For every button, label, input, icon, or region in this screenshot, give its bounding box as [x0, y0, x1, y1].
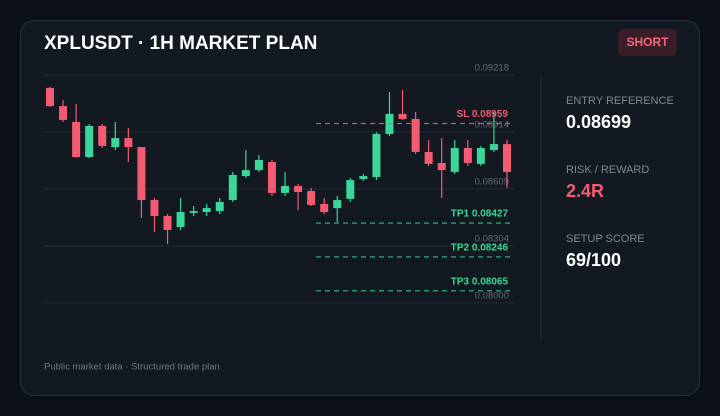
candle-body: [359, 176, 368, 180]
candle-body: [254, 159, 263, 171]
y-tick-label: 0.09218: [475, 63, 509, 74]
candle-body: [176, 212, 185, 227]
candle-body: [228, 174, 237, 201]
candle-body: [241, 170, 250, 177]
level-label: TP2 0.08246: [451, 243, 509, 254]
stat-label: RISK / REWARD: [566, 164, 649, 176]
level-label: TP3 0.08065: [451, 276, 509, 287]
candle-body: [215, 201, 224, 212]
candle-body: [46, 87, 54, 107]
candle-body: [98, 125, 107, 146]
candle-body: [150, 200, 159, 216]
candle-body: [189, 211, 198, 213]
y-tick-label: 0.08000: [475, 291, 509, 302]
stat-value: 2.4R: [566, 181, 604, 201]
y-tick-label: 0.08609: [475, 177, 509, 188]
candle-body: [450, 148, 459, 172]
candle-body: [294, 186, 303, 192]
candle-body: [398, 113, 407, 119]
candle-body: [372, 133, 381, 178]
level-label: TP1 0.08427: [451, 209, 509, 220]
candle-body: [281, 186, 290, 193]
candle-body: [437, 162, 446, 171]
y-tick-label: 0.08304: [475, 234, 509, 245]
y-tick-label: 0.08914: [475, 119, 509, 130]
stat-value: 0.08699: [566, 112, 631, 132]
candle-body: [333, 200, 342, 209]
level-label: SL 0.08959: [456, 109, 508, 120]
candle-body: [137, 147, 146, 201]
stat-label: ENTRY REFERENCE: [566, 95, 674, 107]
title: XPLUSDT · 1H MARKET PLAN: [44, 33, 317, 54]
candle-body: [111, 138, 120, 148]
candle-body: [72, 121, 81, 157]
candle-body: [424, 151, 433, 164]
candle-body: [267, 162, 276, 193]
badge-bg: [618, 29, 677, 56]
stat-label: SETUP SCORE: [566, 233, 645, 245]
candle-body: [463, 148, 472, 163]
candle-body: [85, 125, 94, 157]
candle-body: [124, 138, 133, 148]
stat-value: 69/100: [566, 250, 621, 270]
card: [20, 20, 700, 396]
badge: SHORT: [627, 35, 670, 49]
candle-body: [320, 203, 329, 213]
footer: Public market data · Structured trade pl…: [44, 362, 220, 373]
candle-body: [202, 208, 211, 213]
candle-body: [59, 106, 68, 120]
candle-body: [476, 148, 485, 164]
candle-body: [503, 144, 511, 172]
candle-body: [489, 144, 498, 151]
candle-body: [307, 191, 316, 205]
candle-body: [411, 118, 420, 152]
candle-body: [163, 215, 172, 230]
candle-body: [346, 180, 355, 199]
